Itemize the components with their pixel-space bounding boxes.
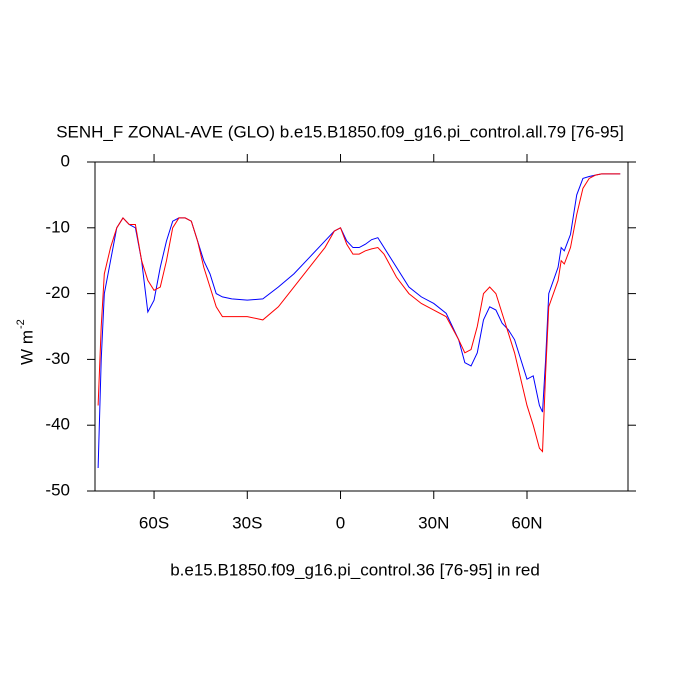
y-tick-label: -50	[45, 480, 70, 499]
y-axis-label-superscript: -2	[15, 319, 27, 329]
y-tick-label: -10	[45, 217, 70, 236]
y-tick-label: -40	[45, 415, 70, 434]
data-line	[97, 173, 621, 468]
chart-title: SENH_F ZONAL-AVE (GLO) b.e15.B1850.f09_g…	[56, 122, 624, 141]
y-tick-label: 0	[61, 151, 70, 170]
y-tick-label: -20	[45, 283, 70, 302]
data-line	[97, 173, 621, 453]
plot-frame	[94, 161, 629, 492]
y-tick-label: -30	[45, 349, 70, 368]
y-axis-label-text: W m	[17, 330, 36, 365]
x-tick-label: 30N	[418, 513, 449, 532]
x-tick-label: 60N	[511, 513, 542, 532]
x-tick-label: 0	[336, 513, 345, 532]
x-axis-label: b.e15.B1850.f09_g16.pi_control.36 [76-95…	[170, 560, 540, 579]
x-tick-label: 60S	[139, 513, 169, 532]
y-axis-label: W m -2	[15, 319, 37, 365]
x-tick-label: 30S	[232, 513, 262, 532]
